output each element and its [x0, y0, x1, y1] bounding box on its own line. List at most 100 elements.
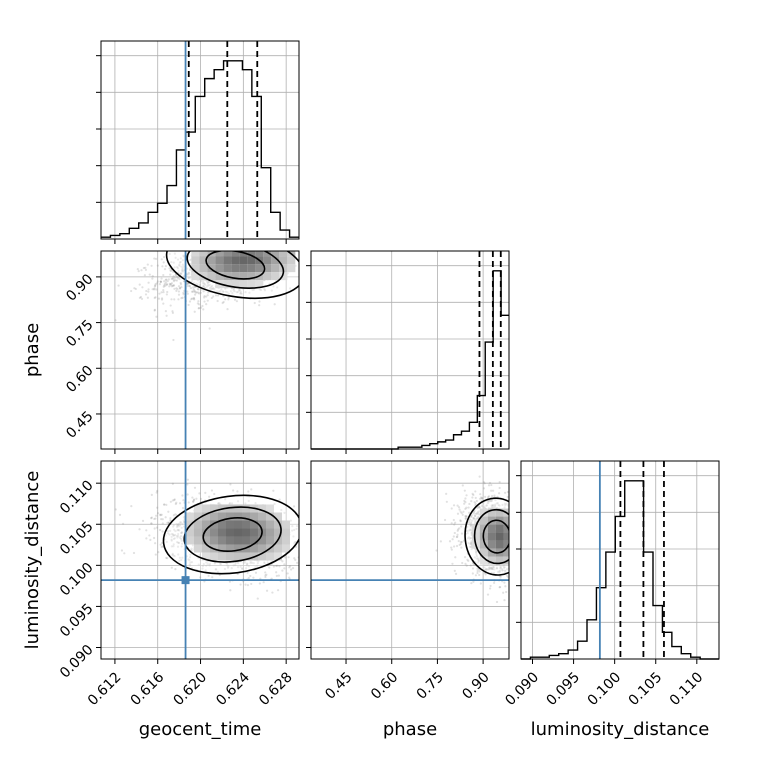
- sample-point: [237, 561, 240, 565]
- sample-point: [454, 521, 457, 524]
- sample-point: [323, 261, 325, 263]
- density-cell: [512, 517, 520, 525]
- sample-point: [470, 545, 473, 549]
- density-cell: [265, 520, 274, 529]
- sample-point: [499, 585, 502, 589]
- density-cell: [512, 557, 520, 565]
- sample-point: [484, 573, 487, 576]
- sample-point: [180, 531, 184, 534]
- sample-point: [203, 296, 206, 299]
- sample-point: [491, 505, 494, 508]
- sample-point: [493, 581, 496, 585]
- sample-point: [171, 553, 174, 556]
- sample-point: [499, 565, 502, 568]
- density-cell: [223, 240, 231, 248]
- sample-point: [205, 564, 208, 567]
- sample-point: [250, 241, 252, 243]
- sample-point: [513, 510, 515, 512]
- sample-point: [512, 561, 514, 563]
- sample-point: [492, 566, 495, 569]
- sample-point: [167, 278, 170, 281]
- sample-point: [331, 230, 333, 232]
- sample-point: [462, 510, 465, 513]
- sample-point: [512, 561, 514, 563]
- density-cell: [233, 528, 242, 537]
- sample-point: [465, 564, 468, 567]
- sample-point: [173, 287, 176, 290]
- density-cell: [215, 272, 224, 281]
- sample-point: [511, 563, 513, 565]
- sample-point: [293, 557, 296, 560]
- sample-point: [511, 532, 513, 534]
- sample-point: [240, 292, 243, 295]
- sample-point: [168, 533, 171, 536]
- sample-point: [243, 246, 245, 248]
- sample-point: [192, 286, 195, 289]
- sample-point: [290, 568, 293, 571]
- sample-point: [225, 242, 227, 244]
- sample-point: [248, 245, 250, 247]
- sample-point: [472, 517, 475, 520]
- density-cell: [271, 240, 279, 248]
- sample-point: [182, 269, 185, 272]
- sample-point: [166, 290, 169, 294]
- sample-point: [239, 290, 242, 293]
- sample-point: [190, 549, 193, 552]
- sample-point: [293, 528, 296, 531]
- sample-point: [178, 502, 182, 505]
- sample-point: [210, 285, 213, 289]
- sample-point: [526, 514, 528, 516]
- density-cell: [209, 504, 218, 513]
- sample-point: [165, 556, 168, 559]
- sample-point: [280, 508, 283, 512]
- sample-point: [488, 500, 492, 503]
- sample-point: [214, 568, 217, 571]
- sample-point: [138, 528, 141, 531]
- sample-point: [476, 510, 480, 514]
- sample-point: [515, 522, 517, 524]
- sample-point: [187, 273, 190, 276]
- sample-point: [482, 502, 485, 505]
- sample-point: [186, 292, 189, 295]
- sample-point: [450, 507, 453, 510]
- sample-point: [154, 542, 157, 545]
- density-cell: [201, 528, 210, 537]
- sample-point: [177, 553, 180, 556]
- sample-point: [197, 563, 200, 566]
- sample-point: [304, 559, 306, 561]
- sample-point: [302, 561, 304, 563]
- sample-point: [157, 297, 161, 300]
- sample-point: [154, 284, 157, 287]
- sample-point: [210, 242, 212, 244]
- sample-point: [201, 304, 204, 308]
- sample-point: [529, 528, 531, 530]
- sample-point: [192, 288, 195, 291]
- sample-point: [289, 565, 292, 568]
- sample-point: [448, 540, 452, 543]
- sample-point: [209, 249, 211, 251]
- sample-point: [178, 287, 182, 290]
- sample-point: [171, 533, 175, 536]
- sample-point: [204, 284, 207, 287]
- sample-point: [247, 231, 249, 233]
- sample-point: [160, 297, 164, 300]
- density-cell: [209, 552, 218, 561]
- sample-point: [207, 284, 210, 287]
- sample-point: [151, 277, 154, 280]
- sample-point: [490, 489, 493, 492]
- sample-point: [188, 268, 192, 272]
- sample-point: [490, 500, 493, 503]
- sample-point: [223, 567, 227, 571]
- sample-point: [166, 521, 169, 524]
- sample-point: [475, 555, 479, 558]
- sample-point: [232, 489, 235, 492]
- sample-point: [248, 245, 250, 247]
- density-cell: [271, 256, 280, 265]
- sample-point: [283, 511, 286, 514]
- x-axis-label-geocent_time: geocent_time: [139, 719, 262, 740]
- sample-point: [208, 327, 211, 330]
- sample-point: [533, 567, 535, 569]
- hist-panel-geocent_time: [96, 40, 300, 240]
- sample-point: [503, 566, 506, 569]
- sample-point: [258, 300, 261, 303]
